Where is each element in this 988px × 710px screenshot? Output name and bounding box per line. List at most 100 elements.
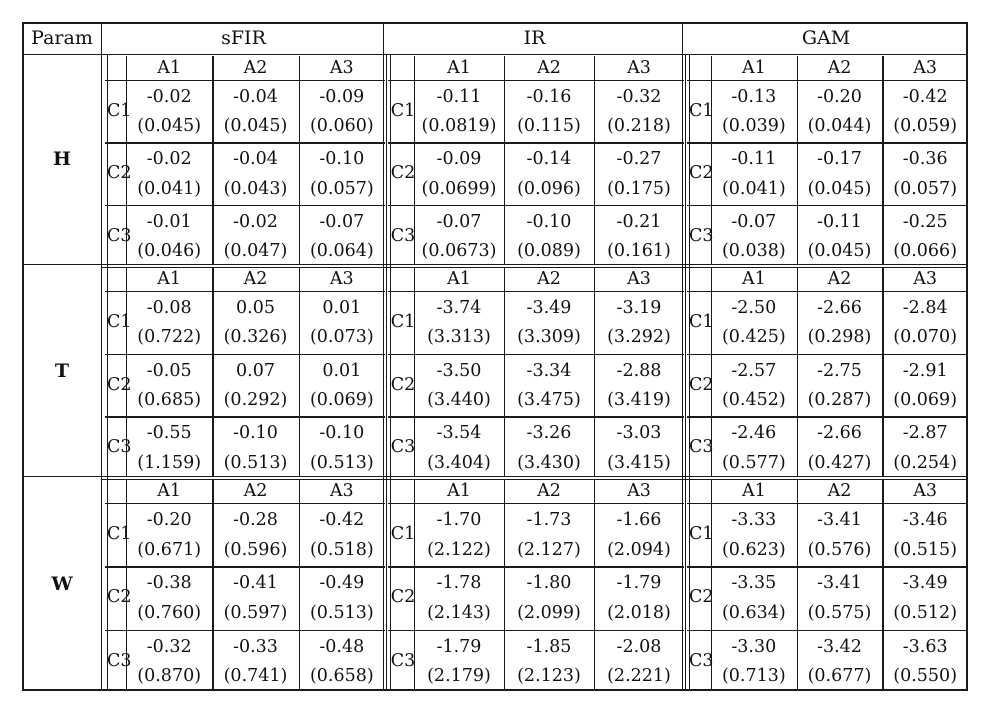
param-label: W	[51, 573, 73, 595]
std-error-value: (0.452)	[721, 390, 786, 410]
estimate-value: -0.02	[233, 211, 278, 232]
std-error-value: (0.045)	[807, 240, 872, 261]
estimate-value: -2.84	[902, 298, 948, 318]
std-error-value: (0.596)	[223, 539, 288, 560]
column-label: A1	[741, 58, 766, 78]
cell-rule	[212, 479, 214, 691]
inner-rule	[390, 477, 392, 691]
estimate-value: -3.30	[731, 636, 777, 657]
row-rule	[388, 142, 684, 144]
estimate-value: -1.85	[526, 636, 572, 657]
estimate-value: -3.34	[526, 360, 572, 381]
row-label: C1	[390, 312, 416, 332]
cell-rule	[126, 479, 128, 691]
cell-rule	[882, 56, 884, 265]
std-error-value: (0.045)	[807, 178, 872, 199]
std-error-value: (0.326)	[223, 327, 288, 348]
column-label: A3	[329, 58, 354, 78]
row-rule	[105, 353, 385, 355]
column-label: A1	[447, 269, 471, 289]
std-error-value: (0.870)	[137, 666, 202, 687]
row-label: C1	[689, 524, 714, 544]
row-rule	[105, 629, 385, 631]
std-error-value: (0.550)	[893, 666, 958, 687]
estimate-value: -3.63	[902, 636, 948, 657]
std-error-value: (0.175)	[607, 178, 671, 199]
estimate-value: -3.19	[616, 298, 662, 318]
std-error-value: (0.658)	[309, 666, 374, 687]
estimate-value: -0.32	[146, 636, 192, 657]
std-error-value: (0.287)	[807, 390, 872, 410]
row-rule	[105, 416, 385, 418]
std-error-value: (0.0673)	[421, 240, 497, 261]
column-label: A2	[243, 481, 268, 501]
column-label: A1	[741, 481, 766, 501]
estimate-value: -0.41	[233, 573, 278, 594]
inner-rule	[390, 265, 392, 477]
estimate-value: -0.16	[526, 87, 572, 107]
std-error-value: (0.041)	[137, 178, 202, 199]
subheader-rule	[388, 80, 684, 82]
row-label: C1	[107, 524, 132, 544]
estimate-value: -0.05	[146, 360, 192, 381]
std-error-value: (0.038)	[721, 240, 786, 261]
estimate-value: -1.78	[436, 573, 482, 594]
row-label: C3	[689, 225, 714, 246]
row-label: C1	[689, 312, 714, 332]
std-error-value: (0.677)	[807, 666, 872, 687]
estimate-value: -0.20	[146, 510, 192, 530]
estimate-value: -0.09	[319, 87, 365, 107]
cell-rule	[711, 56, 713, 265]
std-error-value: (0.073)	[309, 327, 374, 348]
std-error-value: (0.623)	[721, 539, 786, 560]
estimate-value: -0.04	[233, 149, 278, 170]
inner-rule	[107, 477, 109, 691]
column-label: A3	[913, 481, 938, 501]
column-label: A1	[157, 481, 182, 501]
estimate-value: -0.01	[146, 211, 192, 232]
std-error-value: (0.760)	[137, 603, 202, 623]
column-label: A2	[827, 481, 852, 501]
std-error-value: (0.425)	[721, 327, 786, 348]
row-rule	[105, 142, 385, 144]
std-error-value: (0.070)	[893, 327, 958, 348]
std-error-value: (3.419)	[607, 390, 671, 410]
row-label: C3	[107, 437, 132, 458]
inner-rule	[107, 265, 109, 477]
estimate-value: -1.73	[526, 510, 572, 530]
section-rule	[385, 54, 387, 691]
std-error-value: (2.221)	[607, 666, 671, 687]
estimate-value: -0.02	[146, 87, 192, 107]
column-label: A3	[627, 481, 651, 501]
std-error-value: (0.060)	[309, 116, 374, 137]
estimate-value: -3.49	[526, 298, 572, 318]
std-error-value: (0.039)	[721, 116, 786, 137]
param-label: T	[54, 360, 70, 382]
cell-rule	[298, 56, 300, 265]
estimate-value: -3.50	[436, 360, 482, 381]
cell-rule	[882, 479, 884, 691]
row-label: C1	[689, 101, 714, 121]
column-label: A1	[447, 481, 471, 501]
column-label: A1	[741, 269, 766, 289]
std-error-value: (3.404)	[427, 452, 491, 473]
estimate-value: -3.49	[902, 573, 948, 594]
estimate-value: -0.49	[319, 573, 365, 594]
std-error-value: (1.159)	[137, 452, 202, 473]
estimate-value: -3.26	[526, 423, 572, 444]
std-error-value: (3.475)	[517, 390, 581, 410]
row-rule	[388, 416, 684, 418]
subheader-rule	[105, 503, 385, 505]
estimate-value: -0.07	[731, 211, 777, 232]
subheader-rule	[687, 80, 968, 82]
std-error-value: (0.713)	[721, 666, 786, 687]
std-error-value: (0.115)	[517, 116, 581, 137]
estimate-value: -0.36	[902, 149, 948, 170]
estimate-value: 0.01	[322, 360, 362, 381]
row-rule	[687, 353, 968, 355]
estimate-value: -0.25	[902, 211, 948, 232]
estimate-value: -0.08	[146, 298, 192, 318]
row-label: C3	[689, 650, 714, 671]
std-error-value: (2.099)	[517, 603, 581, 623]
cell-rule	[796, 479, 798, 691]
